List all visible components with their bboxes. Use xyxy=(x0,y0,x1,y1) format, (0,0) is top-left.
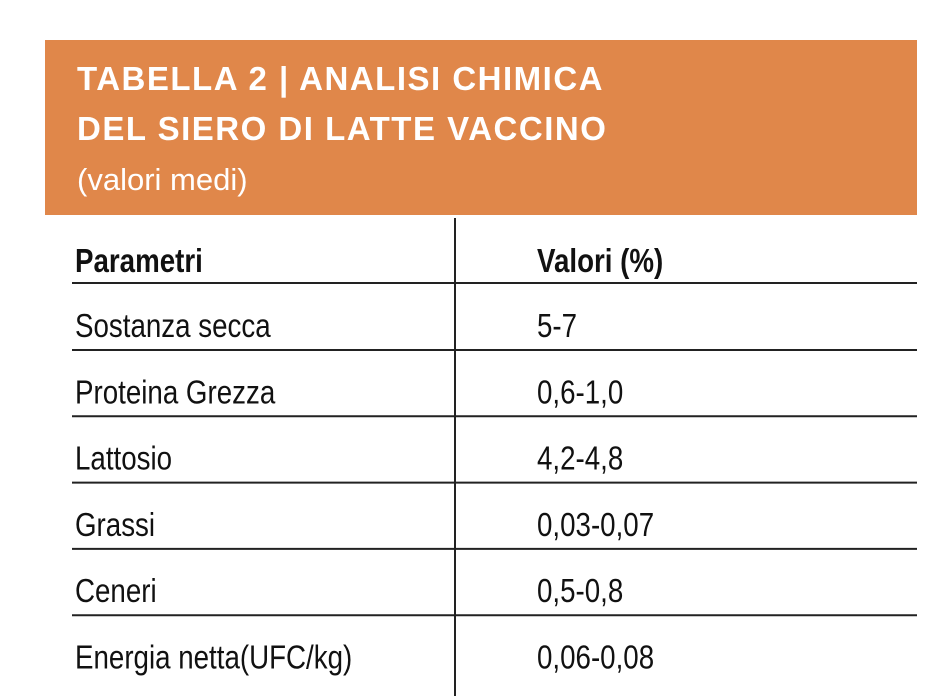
table-title: DEL SIERO DI LATTE VACCINO xyxy=(77,110,607,147)
value-cell: 5-7 xyxy=(537,308,577,345)
value-cell: 0,03-0,07 xyxy=(537,507,654,544)
table-title: TABELLA 2 | ANALISI CHIMICA xyxy=(77,60,604,97)
header-band xyxy=(45,40,917,215)
parameter-cell: Proteina Grezza xyxy=(75,374,275,411)
value-cell: 0,06-0,08 xyxy=(537,639,654,676)
value-cell: 4,2-4,8 xyxy=(537,440,623,477)
parameter-cell: Sostanza secca xyxy=(75,308,271,345)
value-cell: 0,5-0,8 xyxy=(537,573,623,610)
column-header: Parametri xyxy=(75,243,203,280)
table-subtitle: (valori medi) xyxy=(77,162,248,197)
parameter-cell: Lattosio xyxy=(75,440,172,477)
column-header: Valori (%) xyxy=(537,243,663,280)
value-cell: 0,6-1,0 xyxy=(537,374,623,411)
parameter-cell: Grassi xyxy=(75,507,155,544)
parameter-cell: Energia netta(UFC/kg) xyxy=(75,639,352,676)
parameter-cell: Ceneri xyxy=(75,573,157,610)
